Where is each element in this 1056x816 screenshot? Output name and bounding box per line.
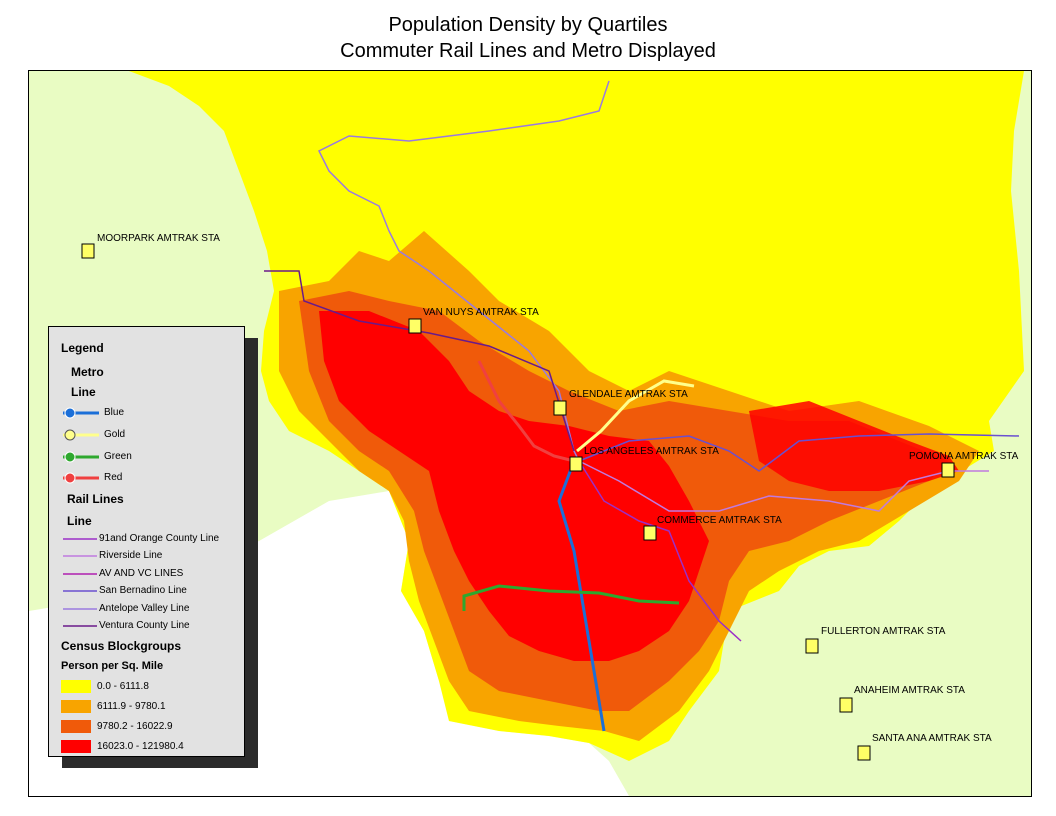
station-label: GLENDALE AMTRAK STA	[569, 389, 688, 400]
legend-rail-ventura-county: Ventura County Line	[99, 620, 190, 631]
legend-metro-field: Line	[71, 385, 96, 399]
station-label: ANAHEIM AMTRAK STA	[854, 685, 965, 696]
legend-swatch-q3	[61, 720, 91, 733]
legend-rail-title: Rail Lines	[67, 492, 124, 506]
legend-metro-gold: Gold	[104, 429, 126, 440]
rail-lines	[264, 80, 1020, 642]
metro-green-symbol	[63, 451, 99, 463]
metro-legend-symbols	[63, 407, 99, 484]
legend-metro-title: Metro	[71, 365, 104, 379]
station-label: VAN NUYS AMTRAK STA	[423, 307, 539, 318]
station-van-nuys[interactable]: VAN NUYS AMTRAK STA	[408, 307, 539, 334]
legend-rail-91-orange: 91and Orange County Line	[99, 533, 220, 544]
legend-census-field: Person per Sq. Mile	[61, 660, 164, 672]
metro-green-line	[462, 584, 680, 611]
legend-swatch-q1	[61, 680, 91, 693]
legend-class-q2: 6111.9 - 9780.1	[97, 701, 166, 712]
legend-panel: Legend Metro Line Blue Gold Green Red Ra…	[48, 326, 245, 757]
metro-gold-symbol	[63, 429, 99, 441]
station-los-angeles[interactable]: LOS ANGELES AMTRAK STA	[569, 446, 719, 472]
legend-rail-antelope-valley: Antelope Valley Line	[99, 603, 190, 614]
station-commerce[interactable]: COMMERCE AMTRAK STA	[643, 515, 782, 541]
riverside-line	[578, 460, 989, 512]
rail-legend-symbols	[63, 538, 97, 627]
quartile-4-area	[319, 311, 709, 661]
station-glendale[interactable]: GLENDALE AMTRAK STA	[553, 389, 688, 416]
legend-rail-san-bernadino: San Bernadino Line	[99, 585, 187, 596]
legend-swatch-q2	[61, 700, 91, 713]
station-pomona[interactable]: POMONA AMTRAK STA	[909, 451, 1019, 478]
legend-rail-riverside: Riverside Line	[99, 550, 163, 561]
metro-red-symbol	[63, 472, 99, 484]
legend-class-q1: 0.0 - 6111.8	[97, 681, 149, 692]
orange-county-line	[578, 460, 742, 642]
map-title-line-1: Population Density by Quartiles	[388, 14, 668, 36]
map-title-line-2: Commuter Rail Lines and Metro Displayed	[340, 40, 716, 62]
san-bernadino-line	[578, 433, 1020, 472]
amtrak-stations: MOORPARK AMTRAK STA VAN NUYS AMTRAK STA …	[81, 233, 1019, 761]
metro-blue-line	[557, 460, 606, 732]
legend-census-title: Census Blockgroups	[61, 639, 182, 653]
station-label: FULLERTON AMTRAK STA	[821, 626, 946, 637]
legend-swatch-q4	[61, 740, 91, 753]
station-label: LOS ANGELES AMTRAK STA	[584, 446, 719, 457]
legend-class-q4: 16023.0 - 121980.4	[97, 741, 184, 752]
antelope-valley-line	[317, 80, 610, 462]
metro-gold-line	[576, 379, 695, 453]
metro-lines	[462, 360, 695, 732]
ventura-county-line	[264, 270, 575, 452]
station-moorpark[interactable]: MOORPARK AMTRAK STA	[81, 233, 220, 259]
legend-class-q3: 9780.2 - 16022.9	[97, 721, 173, 732]
metro-blue-symbol	[63, 407, 99, 419]
station-anaheim[interactable]: ANAHEIM AMTRAK STA	[839, 685, 965, 713]
legend-metro-blue: Blue	[104, 407, 125, 418]
station-label: MOORPARK AMTRAK STA	[97, 233, 220, 244]
metro-red-line	[477, 360, 575, 463]
station-santa-ana[interactable]: SANTA ANA AMTRAK STA	[857, 733, 992, 761]
legend-metro-red: Red	[104, 472, 123, 483]
quartile-4-area-east	[749, 401, 959, 491]
station-label: POMONA AMTRAK STA	[909, 451, 1019, 462]
legend-title: Legend	[61, 341, 104, 355]
station-label: COMMERCE AMTRAK STA	[657, 515, 782, 526]
legend-rail-av-vc: AV AND VC LINES	[99, 568, 184, 579]
station-fullerton[interactable]: FULLERTON AMTRAK STA	[805, 626, 946, 654]
station-label: SANTA ANA AMTRAK STA	[872, 733, 992, 744]
legend-metro-green: Green	[104, 451, 132, 462]
legend-rail-field: Line	[67, 514, 92, 528]
